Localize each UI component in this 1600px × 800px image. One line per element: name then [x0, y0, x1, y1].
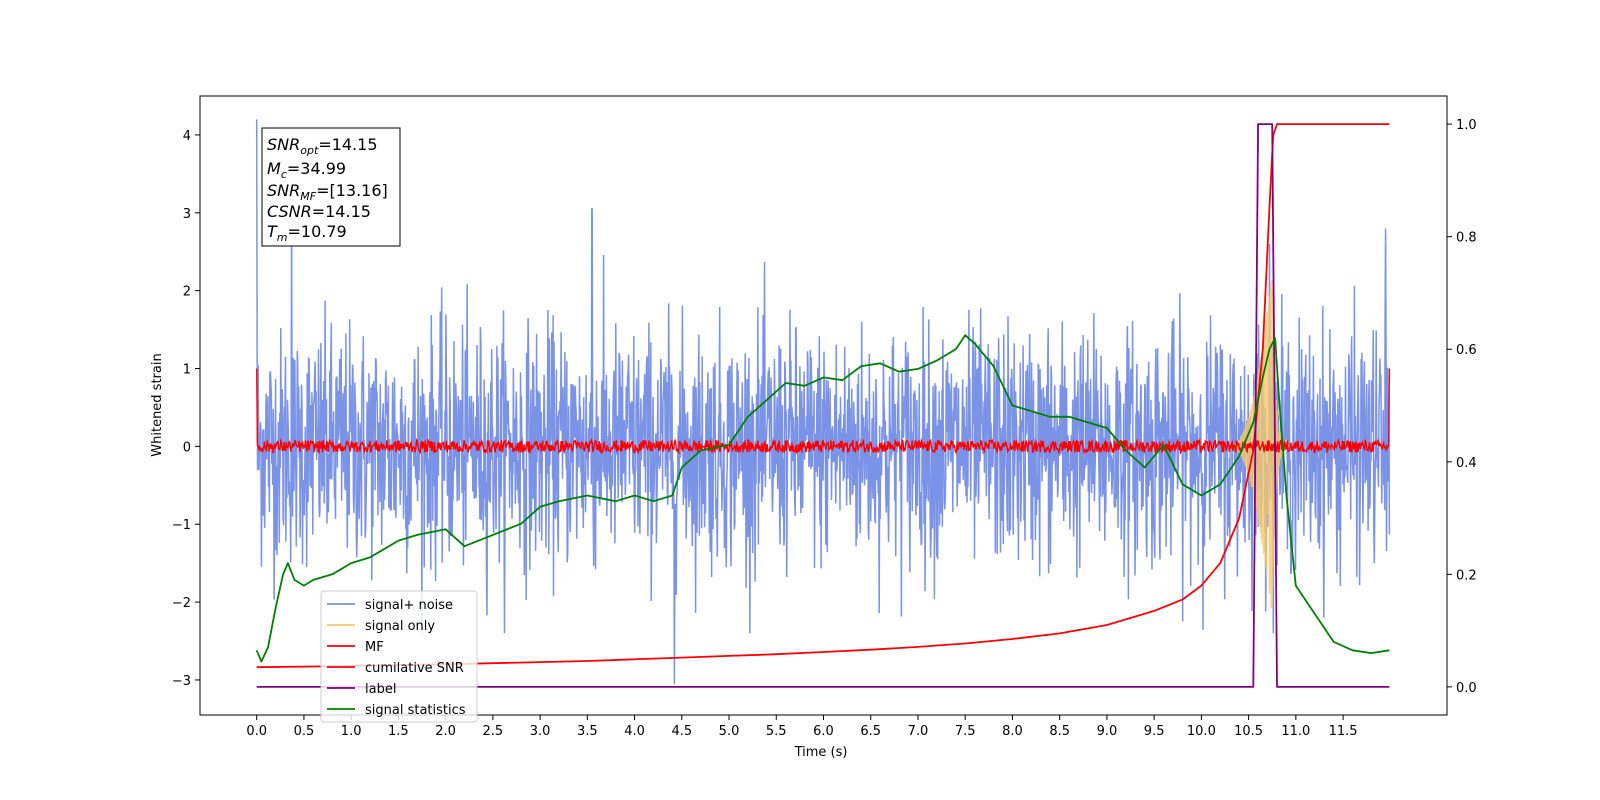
x-tick-label: 1.0: [341, 724, 362, 739]
legend-label-signal-statistics: signal statistics: [365, 703, 466, 718]
legend-label-label: label: [365, 682, 396, 697]
x-tick-label: 3.0: [530, 724, 551, 739]
y-right-tick-label: 1.0: [1456, 118, 1477, 133]
legend-label-signal-noise: signal+ noise: [365, 598, 453, 613]
legend: signal+ noise signal only MF cumilative …: [320, 590, 478, 723]
y-left-tick-label: −1: [172, 518, 191, 533]
y-right-tick-label: 0.2: [1456, 568, 1477, 583]
info-tm: Tm=10.79: [267, 222, 347, 244]
legend-label-signal-only: signal only: [365, 619, 435, 634]
x-tick-label: 11.0: [1281, 724, 1310, 739]
y-axis-left: 4 3 2 1 0 −1 −2 −3: [172, 129, 200, 689]
legend-label-mf: MF: [365, 640, 384, 655]
x-tick-label: 0.0: [246, 724, 267, 739]
info-box-frame: [261, 127, 401, 247]
y-left-tick-label: 2: [183, 285, 191, 300]
x-tick-label: 4.5: [671, 724, 692, 739]
y-right-tick-label: 0.6: [1456, 343, 1477, 358]
x-axis: 0.0 0.5 1.0 1.5 2.0 2.5 3.0 3.5 4.0 4.5 5.0 5.5 6.0 6…: [246, 715, 1358, 739]
x-axis-label: Time (s): [794, 745, 848, 760]
series-signal-statistics: [255, 334, 1390, 663]
info-snr-mf: SNRMF=[13.16]: [267, 181, 388, 203]
y-axis-label: Whitened strain: [150, 353, 165, 456]
x-tick-label: 4.0: [624, 724, 645, 739]
y-left-tick-label: 3: [183, 207, 191, 222]
y-axis-right: 1.0 0.8 0.6 0.4 0.2 0.0: [1447, 118, 1477, 696]
info-box: SNRopt=14.15 Mc=34.99 SNRMF=[13.16] CSNR…: [261, 127, 401, 247]
x-tick-label: 8.0: [1002, 724, 1023, 739]
x-tick-label: 8.5: [1049, 724, 1070, 739]
x-tick-label: 3.5: [577, 724, 598, 739]
y-left-tick-label: −3: [172, 674, 191, 689]
info-mc: Mc=34.99: [267, 159, 346, 181]
series-layer: [255, 119, 1391, 688]
legend-label-cumulative-snr: cumilative SNR: [365, 661, 464, 676]
series-mf: [256, 368, 1391, 455]
series-signal-noise: [255, 119, 1391, 684]
x-tick-label: 11.5: [1329, 724, 1358, 739]
x-tick-label: 7.0: [908, 724, 929, 739]
y-left-tick-label: 4: [183, 129, 191, 144]
x-tick-label: 10.0: [1187, 724, 1216, 739]
x-tick-label: 5.0: [719, 724, 740, 739]
x-tick-label: 2.5: [483, 724, 504, 739]
y-left-tick-label: 1: [183, 363, 191, 378]
x-tick-label: 2.0: [435, 724, 456, 739]
info-csnr: CSNR=14.15: [267, 202, 371, 221]
x-tick-label: 1.5: [388, 724, 409, 739]
y-right-tick-label: 0.8: [1456, 231, 1477, 246]
x-tick-label: 10.5: [1234, 724, 1263, 739]
x-tick-label: 9.0: [1097, 724, 1118, 739]
x-tick-label: 6.0: [813, 724, 834, 739]
x-tick-label: 9.5: [1144, 724, 1165, 739]
series-cumulative-snr: [256, 123, 1390, 669]
legend-frame: [320, 590, 478, 723]
x-tick-label: 5.5: [766, 724, 787, 739]
y-right-tick-label: 0.0: [1456, 681, 1477, 696]
info-snr-opt: SNRopt=14.15: [267, 135, 378, 157]
x-tick-label: 7.5: [955, 724, 976, 739]
y-left-tick-label: 0: [183, 440, 191, 455]
x-tick-label: 6.5: [860, 724, 881, 739]
y-right-tick-label: 0.4: [1456, 456, 1477, 471]
y-left-tick-label: −2: [172, 596, 191, 611]
x-tick-label: 0.5: [294, 724, 315, 739]
series-label: [256, 123, 1390, 688]
